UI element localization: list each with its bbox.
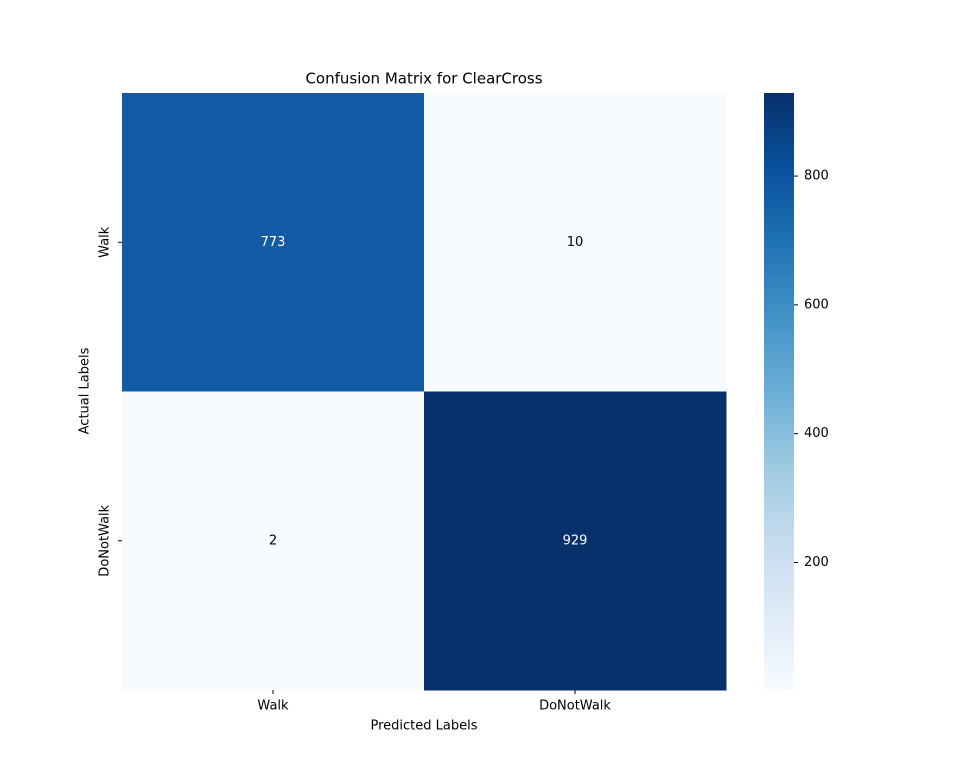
cell-label: 10 (567, 235, 584, 250)
heatmap-cell (122, 93, 425, 392)
x-tick-label: DoNotWalk (539, 699, 611, 714)
y-tick-label: DoNotWalk (98, 504, 113, 576)
cell-label: 929 (563, 533, 588, 548)
y-axis-label: Actual Labels (78, 347, 93, 434)
heatmap-cell (424, 391, 727, 691)
heatmap-cell (424, 93, 727, 392)
colorbar-tick-label: 600 (804, 297, 829, 312)
chart-title: Confusion Matrix for ClearCross (305, 70, 542, 88)
cell-label: 2 (269, 533, 277, 548)
colorbar (764, 93, 794, 690)
colorbar-tick-label: 800 (804, 169, 829, 184)
heatmap-cell (122, 391, 425, 691)
cell-label: 773 (261, 235, 286, 250)
y-tick-label: Walk (98, 226, 113, 258)
x-axis-label: Predicted Labels (370, 719, 477, 734)
colorbar-tick-label: 200 (804, 555, 829, 570)
x-tick-label: Walk (257, 699, 289, 714)
colorbar-tick-label: 400 (804, 426, 829, 441)
